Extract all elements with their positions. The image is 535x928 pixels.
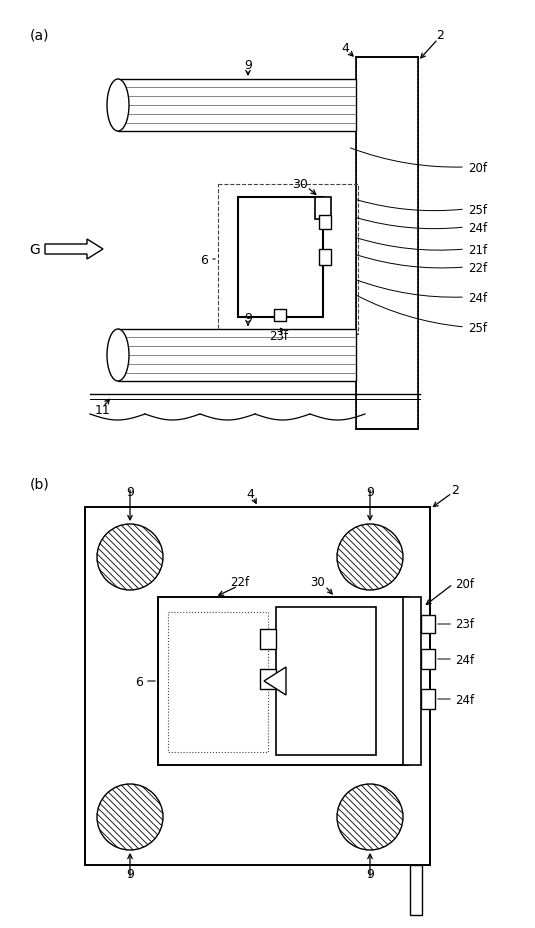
Text: 24f: 24f	[468, 291, 487, 304]
Circle shape	[337, 784, 403, 850]
Ellipse shape	[107, 329, 129, 381]
Text: 2: 2	[451, 483, 459, 496]
Text: 6: 6	[135, 675, 143, 688]
Text: 9: 9	[244, 311, 252, 324]
Text: 9: 9	[366, 486, 374, 499]
Text: G: G	[29, 243, 40, 257]
Text: 24f: 24f	[455, 652, 474, 665]
Text: 30: 30	[292, 177, 308, 190]
Text: 21f: 21f	[468, 243, 487, 256]
Text: 9: 9	[126, 868, 134, 881]
Bar	[118, 80, 356, 132]
Text: 23f: 23f	[270, 329, 288, 342]
Polygon shape	[45, 239, 103, 260]
Bar	[315, 198, 331, 220]
Bar	[260, 669, 276, 690]
Bar	[319, 250, 331, 265]
Bar	[260, 629, 276, 650]
Bar	[168, 612, 268, 753]
Text: 25f: 25f	[468, 203, 487, 216]
Ellipse shape	[107, 80, 129, 132]
Text: 9: 9	[244, 58, 252, 71]
Bar	[421, 690, 435, 709]
Text: 23f: 23f	[455, 618, 474, 631]
Bar	[421, 615, 435, 633]
Text: 22f: 22f	[468, 261, 487, 274]
Circle shape	[97, 784, 163, 850]
Text: 20f: 20f	[455, 578, 474, 591]
Polygon shape	[264, 667, 286, 695]
Text: 4: 4	[341, 42, 349, 55]
Bar	[421, 650, 435, 669]
Text: 2: 2	[436, 29, 444, 42]
Bar	[276, 607, 376, 755]
Text: (b): (b)	[30, 478, 50, 492]
Bar	[118, 329, 356, 381]
Text: 9: 9	[126, 486, 134, 499]
Bar	[85, 508, 430, 865]
Text: 22f: 22f	[231, 576, 249, 589]
Text: 6: 6	[200, 253, 208, 266]
Text: 11: 11	[95, 403, 111, 416]
Text: 24f: 24f	[455, 693, 474, 705]
Bar	[410, 865, 422, 915]
Bar	[238, 198, 323, 317]
Text: 20f: 20f	[468, 161, 487, 174]
Text: 9: 9	[366, 868, 374, 881]
Bar	[218, 185, 358, 335]
Bar	[158, 598, 408, 766]
Bar	[356, 58, 418, 430]
Circle shape	[337, 524, 403, 590]
Text: (a): (a)	[30, 28, 50, 42]
Circle shape	[97, 524, 163, 590]
Text: 4: 4	[246, 487, 254, 500]
Text: 24f: 24f	[468, 221, 487, 234]
Text: 30: 30	[311, 576, 325, 589]
Bar	[403, 598, 421, 766]
Bar	[319, 216, 331, 230]
Bar	[274, 310, 286, 322]
Text: 25f: 25f	[468, 321, 487, 334]
